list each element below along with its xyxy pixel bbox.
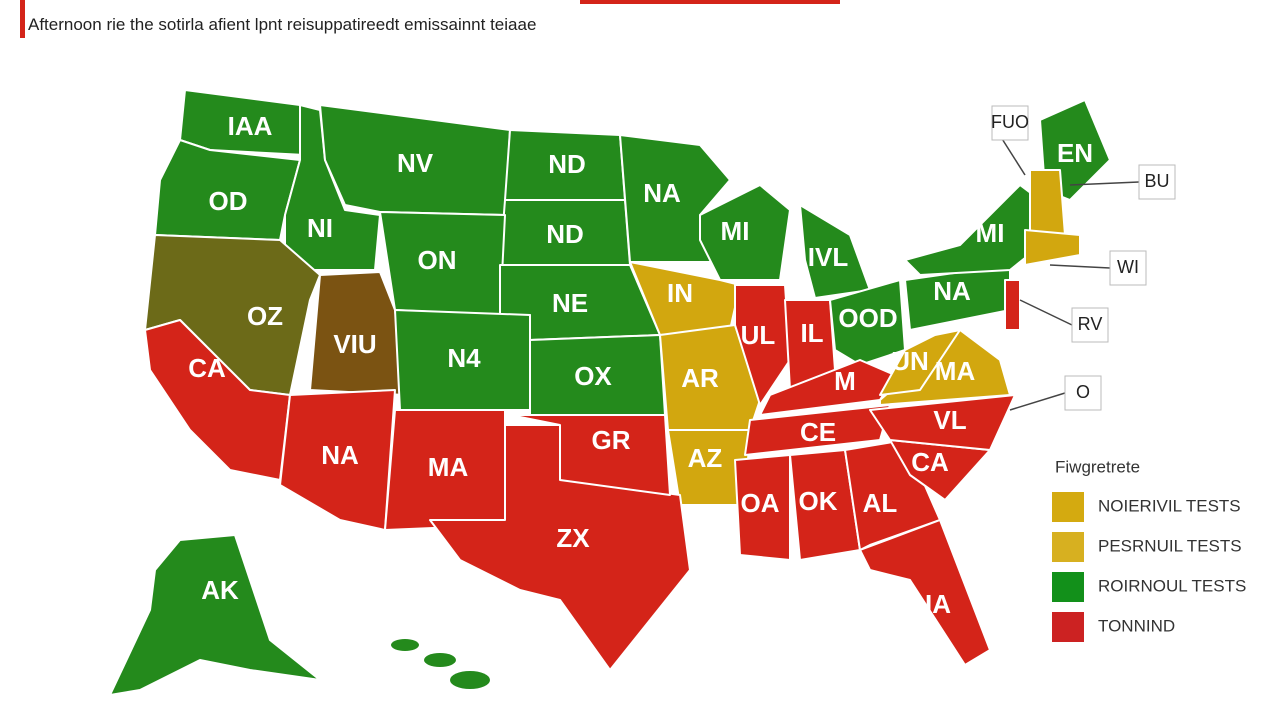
state-label: ND (546, 219, 584, 249)
callout-box (1138, 164, 1176, 200)
state-label: AL (863, 488, 898, 518)
state-label: VIU (333, 329, 376, 359)
state-label: IA (925, 589, 951, 619)
legend-label: ROIRNOUL TESTS (1098, 576, 1246, 595)
state (109, 534, 321, 696)
callout-line (1019, 299, 1073, 326)
state-label: AZ (688, 443, 723, 473)
state (734, 284, 791, 406)
state-label: IVL (808, 242, 849, 272)
state (744, 404, 891, 456)
accent-bar (580, 0, 840, 4)
legend-label: NOIERIVIL TESTS (1098, 496, 1241, 515)
state-label: AK (201, 575, 239, 605)
callout-label: FUO (991, 112, 1029, 132)
callout-line (1009, 392, 1066, 411)
state-label: ON (418, 245, 457, 275)
callout-line (1049, 264, 1111, 269)
state-label: MI (721, 216, 750, 246)
state (799, 204, 871, 299)
island (391, 639, 419, 651)
state (659, 324, 761, 431)
state-label: CA (188, 353, 226, 383)
state-label: IL (800, 318, 823, 348)
callout-box (1071, 307, 1109, 343)
state-label: ZX (556, 523, 590, 553)
state-label: OZ (247, 301, 283, 331)
island (424, 653, 456, 667)
state-label: OA (741, 488, 780, 518)
states (109, 89, 1111, 696)
legend-label: TONNIND (1098, 616, 1175, 635)
legend-swatch (1052, 492, 1084, 522)
callout-label: O (1076, 382, 1090, 402)
state (1029, 169, 1066, 236)
legend-swatch (1052, 572, 1084, 602)
state-label: OD (209, 186, 248, 216)
callout-label: BU (1144, 171, 1169, 191)
state-label: MI (976, 218, 1005, 248)
state-label: CE (800, 417, 836, 447)
callout-box (1109, 250, 1147, 286)
state (859, 519, 991, 666)
state-label: CA (911, 447, 949, 477)
callout-label: WI (1117, 257, 1139, 277)
state-label: OX (574, 361, 612, 391)
state-label: NA (321, 440, 359, 470)
callout-box (1064, 375, 1102, 411)
state (699, 184, 791, 281)
state-label: NV (397, 148, 434, 178)
callout-box (991, 105, 1029, 141)
state-label: NE (552, 288, 588, 318)
state (734, 454, 791, 561)
state-label: IAA (228, 111, 273, 141)
callouts: FUO BU WI RV O (991, 105, 1176, 411)
state (904, 184, 1041, 276)
state-label: NA (933, 276, 971, 306)
state-label: OOD (838, 303, 897, 333)
state (829, 279, 906, 366)
accent-bar (20, 0, 25, 38)
state-label: UL (741, 320, 776, 350)
state (1004, 279, 1021, 331)
island (450, 671, 490, 689)
state (154, 139, 301, 241)
title: Afternoon rie the sotirla afient lpnt re… (28, 15, 536, 34)
state-label: AR (681, 363, 719, 393)
state-label: NA (643, 178, 681, 208)
callout-label: RV (1078, 314, 1103, 334)
state-label: NI (307, 213, 333, 243)
callout-line (1069, 181, 1140, 186)
state-label: MA (935, 356, 976, 386)
legend-swatch (1052, 612, 1084, 642)
state-label: IN (667, 278, 693, 308)
state (869, 394, 1016, 451)
state-label: VL (933, 405, 966, 435)
state-label: EN (1057, 138, 1093, 168)
state-label: OK (799, 486, 838, 516)
state-label: MA (428, 452, 469, 482)
state (1024, 229, 1081, 266)
state-label: M (834, 366, 856, 396)
state-label: N4 (447, 343, 481, 373)
state-label: UN (891, 346, 929, 376)
legend-label: PESRNUIL TESTS (1098, 536, 1242, 555)
legend: Fiwgretrete NOIERIVIL TESTS PESRNUIL TEST… (1052, 457, 1246, 642)
legend-title: Fiwgretrete (1055, 457, 1140, 476)
state (879, 329, 961, 396)
state (509, 414, 671, 496)
state-label: GR (592, 425, 631, 455)
state-label: ND (548, 149, 586, 179)
state (279, 389, 396, 531)
legend-swatch (1052, 532, 1084, 562)
state (179, 89, 306, 156)
